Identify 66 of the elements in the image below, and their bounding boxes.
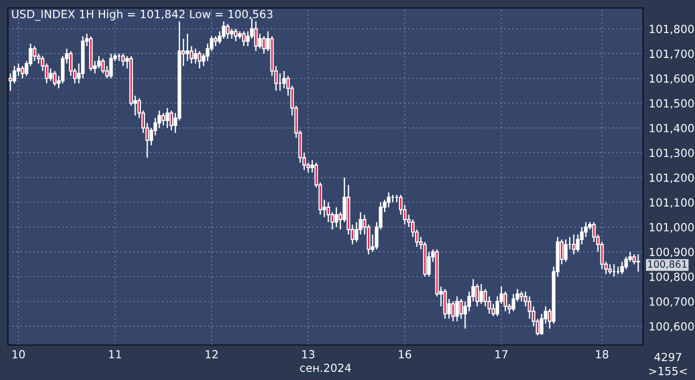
x-tick-label: 11 — [109, 350, 122, 358]
candlestick — [254, 20, 258, 52]
x-tick-label: 12 — [206, 350, 218, 358]
y-tick-label: 101,600 — [650, 74, 694, 84]
candlestick — [52, 70, 56, 86]
y-tick-label: 100,700 — [650, 297, 694, 307]
y-tick-label: 101,200 — [650, 173, 694, 184]
candlestick — [8, 72, 12, 92]
candlestick — [170, 110, 174, 132]
candlestick — [386, 192, 390, 208]
candlestick — [262, 36, 266, 54]
candlestick — [512, 293, 516, 312]
x-tick-label: 16 — [398, 350, 412, 358]
candlestick — [194, 48, 198, 64]
x-tick-label: 18 — [596, 350, 608, 358]
candlestick — [624, 256, 628, 270]
y-tick-label: 100,900 — [650, 248, 694, 258]
candlestick — [520, 290, 524, 302]
candlestick — [242, 30, 246, 47]
candlestick — [162, 112, 166, 126]
x-axis-title: сен.2024 — [300, 364, 351, 372]
y-tick-label: 100,800 — [650, 272, 694, 282]
candlestick — [226, 23, 230, 40]
candlestick — [234, 28, 238, 42]
candlestick — [620, 261, 624, 275]
y-tick-label: 101,800 — [650, 24, 694, 34]
candlestick — [443, 288, 447, 320]
x-tick-label: 17 — [496, 350, 508, 358]
candlestick — [121, 52, 125, 67]
candlestick — [20, 65, 24, 79]
text: 4297 — [654, 352, 682, 362]
y-tick-label: 101,500 — [650, 99, 694, 109]
candlestick — [564, 238, 568, 262]
candlestick — [504, 290, 508, 312]
x-tick-label: 10 — [12, 350, 25, 358]
chart-title: USD_INDEX 1H High = 101,842 Low = 100,563 — [12, 10, 272, 21]
candlestick — [282, 70, 286, 89]
x-tick-label: 13 — [302, 350, 314, 358]
candlestick — [636, 254, 640, 272]
candlestick — [455, 296, 459, 322]
y-tick-label: 101,700 — [650, 50, 694, 60]
candlestick — [97, 55, 101, 70]
text: >155< — [649, 366, 687, 376]
y-tick-label: 101,000 — [650, 223, 694, 233]
candlestick — [222, 20, 226, 40]
y-tick-label: 101,100 — [650, 198, 694, 208]
candlestick — [608, 264, 612, 275]
candlestick — [101, 58, 105, 74]
candlestick — [475, 283, 480, 307]
candlestick — [479, 283, 484, 304]
candlestick — [48, 68, 52, 82]
text: 100,861 — [648, 260, 686, 269]
y-tick-label: 101,400 — [650, 124, 694, 134]
y-tick-label: 100,600 — [650, 322, 694, 332]
candlestick — [451, 300, 455, 322]
candlestick — [166, 107, 170, 129]
candlestick — [109, 52, 113, 79]
candlestick — [230, 28, 234, 40]
candlestick — [572, 234, 576, 255]
candlestick — [186, 33, 190, 62]
candlestick — [32, 46, 36, 62]
candlestick — [198, 50, 202, 70]
candlestick — [592, 221, 596, 243]
y-tick-label: 101,300 — [650, 148, 694, 158]
candlestick — [214, 36, 218, 47]
candlestick — [334, 206, 338, 228]
